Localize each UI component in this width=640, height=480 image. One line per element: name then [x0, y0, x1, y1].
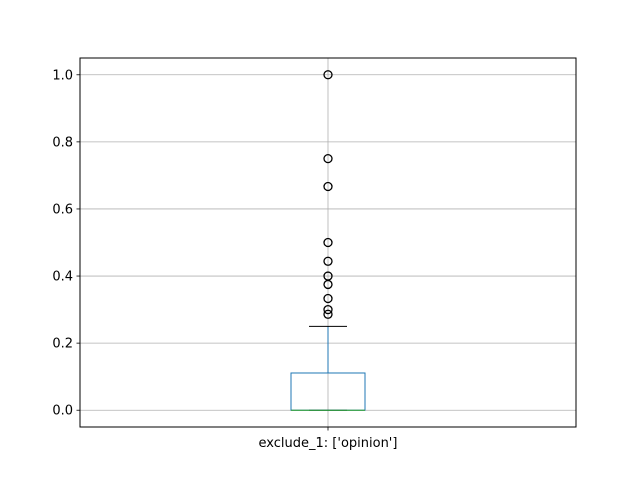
y-tick-label: 1.0 [52, 68, 73, 83]
y-tick-label: 0.4 [52, 270, 73, 285]
outlier-point [323, 153, 333, 164]
x-tick-label: exclude_1: ['opinion'] [259, 436, 398, 451]
plot-area [290, 70, 366, 411]
outlier-point [323, 256, 333, 266]
outlier-point [323, 304, 333, 315]
outlier-point [323, 70, 333, 80]
y-tick-label: 0.0 [52, 404, 73, 419]
outlier-point [323, 181, 333, 192]
y-tick-label: 0.8 [52, 135, 73, 150]
y-axis: 0.0 0.2 0.4 0.6 0.8 1.0 [52, 68, 80, 419]
outlier-point [323, 309, 333, 319]
y-tick-label: 0.2 [52, 337, 73, 352]
grid-lines [80, 58, 576, 427]
outlier-point [323, 293, 333, 304]
x-axis: exclude_1: ['opinion'] [259, 427, 398, 451]
y-tick-label: 0.6 [52, 202, 73, 217]
outlier-point [323, 237, 333, 248]
outlier-point [323, 271, 333, 281]
